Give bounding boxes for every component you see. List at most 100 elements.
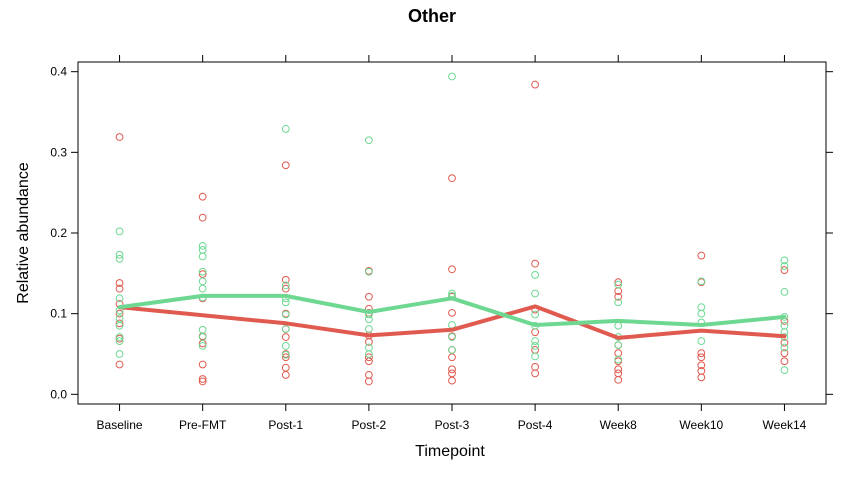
data-point: [115, 309, 124, 318]
data-point: [115, 250, 124, 259]
data-point: [531, 369, 540, 378]
data-point: [364, 371, 373, 379]
data-point: [531, 259, 540, 268]
data-point: [448, 376, 456, 385]
data-point: [448, 72, 456, 81]
data-point: [198, 277, 207, 286]
data-point: [614, 298, 623, 307]
data-point: [697, 251, 706, 260]
data-point: [281, 161, 290, 170]
data-point: [364, 337, 373, 346]
data-point: [697, 277, 706, 286]
data-point: [448, 353, 456, 362]
data-point: [198, 284, 207, 293]
data-point: [531, 352, 540, 361]
data-point: [697, 373, 706, 382]
chart-title: Other: [408, 6, 456, 26]
data-point: [281, 325, 290, 333]
data-point: [115, 333, 124, 341]
data-point: [198, 246, 207, 254]
data-point: [198, 325, 207, 334]
x-tick-label: Baseline: [97, 418, 143, 432]
data-point: [780, 266, 789, 275]
y-axis-label: Relative abundance: [15, 162, 32, 304]
data-point: [448, 174, 456, 183]
data-point: [614, 355, 623, 364]
y-tick-label: 0.2: [50, 226, 67, 240]
data-point: [614, 349, 623, 358]
data-point: [115, 294, 124, 303]
x-tick-label: Post-1: [268, 418, 303, 432]
data-point: [531, 289, 540, 298]
data-point: [614, 280, 623, 289]
data-point: [281, 333, 290, 341]
data-point: [448, 308, 456, 317]
data-point: [198, 375, 207, 383]
data-point: [115, 319, 124, 328]
series-mean-line: [117, 304, 787, 340]
data-point: [115, 321, 124, 330]
data-point: [448, 369, 456, 378]
data-point: [281, 350, 290, 359]
data-point: [115, 284, 124, 293]
data-point: [614, 375, 623, 384]
data-point: [697, 303, 706, 312]
data-point: [281, 371, 290, 379]
data-point: [281, 284, 290, 293]
data-point: [531, 342, 540, 350]
data-point: [198, 213, 207, 222]
y-tick-label: 0.3: [50, 145, 67, 159]
x-tick-label: Week8: [600, 418, 637, 432]
y-tick-label: 0.0: [50, 387, 67, 401]
data-point: [364, 325, 373, 333]
data-point: [780, 262, 789, 270]
data-point: [780, 256, 789, 265]
data-point: [780, 357, 789, 366]
data-point: [115, 360, 124, 369]
data-point: [780, 321, 789, 330]
data-point: [198, 242, 207, 250]
data-point: [281, 298, 290, 307]
plot-frame: [77, 61, 827, 405]
data-point: [364, 292, 373, 301]
data-point: [364, 136, 373, 145]
data-point: [531, 337, 540, 345]
data-point: [614, 341, 623, 350]
data-point: [281, 353, 290, 362]
data-point: [364, 267, 373, 276]
x-tick-label: Post-3: [435, 418, 470, 432]
data-point: [281, 125, 290, 133]
data-point: [115, 254, 124, 263]
data-point: [780, 366, 789, 375]
x-tick-label: Post-4: [518, 418, 553, 432]
data-point: [198, 192, 207, 201]
data-point: [364, 350, 373, 358]
x-axis-label: Timepoint: [415, 443, 485, 460]
data-point: [531, 271, 540, 279]
data-point: [198, 377, 207, 386]
data-point: [448, 346, 456, 354]
data-point: [115, 314, 124, 323]
data-point: [614, 365, 623, 374]
data-point: [364, 357, 373, 366]
data-point: [281, 281, 290, 290]
data-point: [281, 310, 290, 319]
data-point: [448, 265, 456, 274]
data-point: [115, 337, 124, 345]
data-point: [115, 350, 124, 358]
data-point: [364, 315, 373, 324]
x-tick-label: Week14: [763, 418, 807, 432]
data-point: [281, 275, 290, 284]
data-point: [198, 252, 207, 261]
data-point: [198, 342, 207, 350]
data-point: [531, 346, 540, 354]
y-tick-label: 0.4: [50, 65, 67, 79]
data-point: [697, 353, 706, 362]
data-point: [448, 365, 456, 374]
data-point: [531, 328, 540, 337]
data-point: [531, 310, 540, 319]
data-point: [780, 349, 789, 358]
data-point: [697, 361, 706, 370]
data-point: [614, 292, 623, 301]
